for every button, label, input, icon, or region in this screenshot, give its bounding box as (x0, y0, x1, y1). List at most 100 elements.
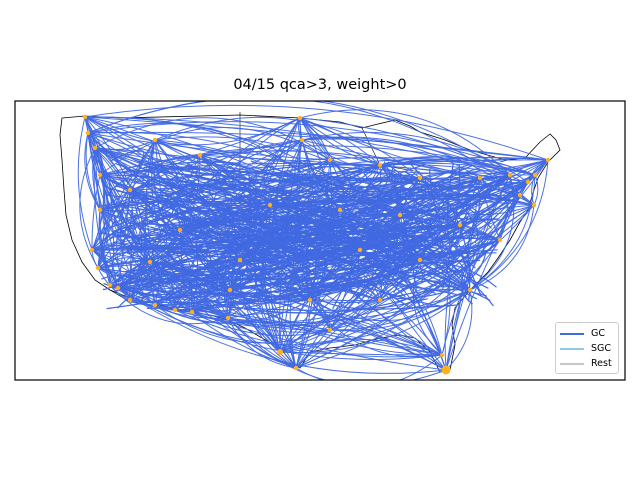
graph-edge (329, 329, 447, 371)
graph-node (92, 145, 98, 151)
graph-edge (246, 171, 252, 239)
graph-edge (429, 168, 476, 269)
graph-edge (99, 145, 536, 176)
graph-edge (84, 116, 151, 263)
graph-edge (279, 338, 443, 356)
graph-edge (99, 117, 301, 176)
legend-item-rest: Rest (560, 356, 614, 371)
graph-edge (295, 194, 521, 369)
graph-edge (227, 317, 297, 369)
graph-node (115, 285, 121, 291)
graph-edge (279, 351, 443, 356)
graph-edge (299, 117, 481, 179)
graph-edge (388, 164, 461, 208)
graph-edge (210, 245, 354, 274)
graph-node (377, 297, 383, 303)
graph-edge (140, 257, 156, 273)
graph-edge (304, 242, 409, 287)
graph-edge (145, 168, 483, 289)
graph-edge (334, 249, 490, 287)
graph-edge (160, 196, 316, 299)
graph-edge (109, 182, 126, 231)
graph-edge (97, 267, 156, 306)
graph-edge (211, 194, 278, 280)
graph-edge (306, 289, 428, 310)
graph-edge (116, 170, 300, 216)
graph-edge (152, 272, 316, 301)
graph-edge (288, 170, 499, 220)
graph-node (85, 130, 91, 136)
graph-edge (154, 116, 421, 179)
graph-edge (154, 299, 311, 324)
graph-node (97, 172, 103, 178)
graph-edge (114, 222, 237, 299)
graph-edge (469, 174, 515, 291)
graph-node (152, 302, 158, 308)
graph-edge (91, 174, 108, 251)
graph-edge (77, 116, 93, 251)
graph-edge (212, 192, 291, 234)
graph-node (177, 227, 183, 233)
graph-edge (351, 231, 383, 249)
graph-node (377, 162, 383, 168)
legend-swatch-gc (560, 332, 584, 335)
graph-edge (84, 132, 101, 211)
graph-edge (190, 169, 287, 201)
graph-edge (189, 216, 438, 249)
graph-node (531, 202, 537, 208)
graph-edge (106, 248, 365, 310)
graph-edge (250, 160, 410, 237)
graph-edge (531, 174, 536, 206)
graph-node (417, 175, 423, 181)
graph-node (97, 207, 103, 213)
graph-edge (128, 178, 289, 201)
graph-edge (164, 299, 458, 311)
graph-edge (117, 287, 471, 346)
graph-edge (92, 147, 101, 211)
graph-edge (112, 176, 339, 232)
graph-edge (245, 188, 463, 257)
graph-edge (357, 228, 464, 305)
graph-node (525, 179, 531, 185)
graph-node (197, 152, 203, 158)
graph-edge (229, 194, 521, 291)
graph-node (107, 282, 113, 288)
graph-edge (171, 188, 424, 221)
graph-edge (101, 275, 180, 302)
graph-node (237, 257, 243, 263)
graph-edge (261, 215, 314, 273)
graph-edge (227, 289, 471, 326)
graph-edge (402, 170, 492, 229)
graph-edge (139, 176, 372, 207)
graph-edge (112, 234, 233, 285)
graph-edge (239, 204, 535, 287)
graph-edge (383, 161, 418, 293)
graph-node (225, 315, 231, 321)
legend-label-sgc: SGC (591, 343, 612, 354)
graph-edge (299, 117, 381, 166)
graph-edge (217, 181, 306, 194)
graph-edge (94, 147, 101, 211)
graph-edge (207, 181, 440, 259)
graph-edge (395, 251, 487, 300)
graph-edge (127, 212, 213, 309)
graph-node (417, 257, 423, 263)
legend-label-gc: GC (591, 328, 605, 339)
graph-edge (133, 242, 498, 257)
graph-edge (412, 259, 443, 356)
graph-edge (487, 193, 509, 250)
graph-edge (196, 163, 427, 273)
graph-edge (91, 139, 156, 251)
legend: GC SGC Rest (555, 322, 619, 374)
legend-item-gc: GC (560, 326, 614, 341)
graph-edge (93, 147, 111, 286)
graph-edge (461, 206, 479, 244)
graph-edge (99, 174, 297, 369)
graph-node (267, 202, 273, 208)
graph-edge (153, 166, 192, 283)
graph-edge (393, 187, 483, 294)
graph-node (172, 307, 178, 313)
graph-node (293, 365, 299, 371)
graph-edge (122, 164, 310, 242)
graph-edge (252, 242, 267, 298)
